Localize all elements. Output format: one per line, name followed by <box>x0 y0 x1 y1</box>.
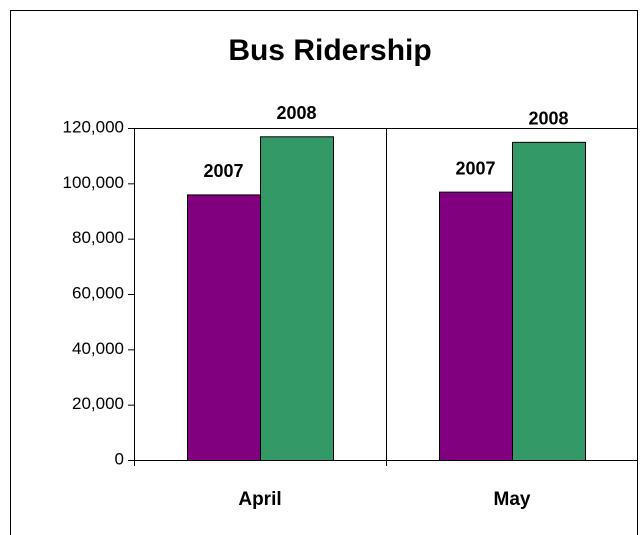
y-tick-label: 80,000 <box>72 228 124 247</box>
y-tick-label: 20,000 <box>72 394 124 413</box>
data-label: 2008 <box>528 109 568 129</box>
x-tick-label: April <box>238 489 281 510</box>
y-tick-label: 0 <box>115 449 124 468</box>
y-tick-label: 120,000 <box>63 117 124 136</box>
bar <box>260 136 334 462</box>
data-label: 2008 <box>276 103 316 123</box>
y-tick-label: 40,000 <box>72 339 124 358</box>
chart-title: Bus Ridership <box>228 34 431 67</box>
bar <box>187 194 261 461</box>
data-label: 2007 <box>203 161 243 181</box>
bar <box>512 141 586 461</box>
y-tick-label: 60,000 <box>72 283 124 302</box>
x-tick-label: May <box>494 489 531 510</box>
bar <box>439 191 513 461</box>
data-label: 2007 <box>455 158 495 178</box>
y-tick-label: 100,000 <box>63 173 124 192</box>
